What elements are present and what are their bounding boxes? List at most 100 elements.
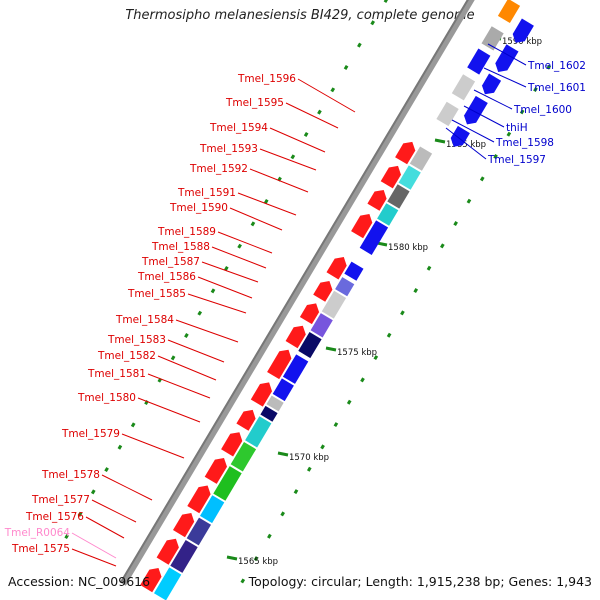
cog-gene-block	[230, 442, 257, 472]
gene-label: Tmel_1583	[107, 334, 166, 346]
gene-label: Tmel_1577	[31, 494, 90, 506]
forward-gene-layer	[140, 141, 416, 593]
cog-gene-block	[154, 567, 182, 600]
tick-mark	[466, 198, 472, 204]
label-leader-line	[259, 148, 317, 171]
reverse-gene-arrow	[512, 18, 534, 43]
cog-gene-block	[377, 203, 399, 226]
tick-mark	[267, 533, 272, 539]
cog-gene-block	[186, 517, 211, 546]
forward-gene-arrow	[326, 257, 347, 280]
label-leader-line	[167, 339, 225, 363]
reverse-gene-arrow	[450, 125, 470, 147]
accession-text: Accession: NC_009616	[8, 574, 151, 589]
tick-mark	[370, 20, 375, 26]
backbone-ring	[119, 0, 475, 586]
tick-mark	[290, 154, 296, 160]
forward-gene-arrow	[299, 303, 320, 325]
gene-label: Tmel_1590	[169, 202, 228, 214]
tick-mark	[280, 511, 285, 517]
reverse-gene-layer	[450, 18, 534, 147]
gene-label: Tmel_1596	[237, 73, 296, 85]
forward-gene-arrow	[267, 349, 292, 380]
gene-label: Tmel_1593	[199, 143, 258, 155]
tick-mark	[546, 64, 552, 70]
gene-label: Tmel_1578	[41, 469, 100, 481]
label-leader-line	[201, 261, 259, 283]
label-leader-line	[237, 192, 297, 216]
label-leader-line	[445, 127, 487, 160]
tick-mark	[479, 176, 485, 182]
label-leader-line	[463, 105, 505, 128]
tick-mark	[493, 154, 498, 160]
label-leader-line	[71, 532, 117, 559]
forward-gene-arrow	[204, 458, 227, 484]
tick-mark	[64, 534, 69, 540]
kbp-tick-label: 1585 kbp	[446, 140, 486, 150]
cog-gene-block	[272, 378, 294, 402]
tick-mark	[130, 422, 136, 428]
forward-gene-arrow	[173, 513, 195, 538]
gene-label: Tmel_1600	[513, 104, 572, 116]
cog-gene-block	[298, 332, 322, 359]
label-leader-line	[297, 78, 356, 113]
kbp-major-tick	[325, 346, 337, 352]
tick-mark	[197, 310, 203, 316]
label-leader-line	[101, 474, 153, 501]
label-leader-line	[197, 276, 253, 299]
forward-gene-arrow	[221, 432, 243, 457]
label-leader-line	[157, 355, 217, 381]
tick-mark	[317, 109, 322, 115]
tick-mark	[306, 466, 312, 472]
kbp-tick-layer: 1565 kbp 1570 kbp 1575 kbp 1580 kbp 1585 kbp…	[64, 0, 552, 584]
tick-mark	[440, 243, 445, 249]
tick-mark	[240, 578, 246, 584]
cog-gene-block	[321, 290, 347, 319]
gene-label: Tmel_R0064	[4, 527, 71, 539]
tick-mark	[253, 556, 259, 562]
label-leader-line	[249, 168, 309, 193]
tick-mark	[104, 467, 109, 473]
cog-gene-block	[170, 540, 198, 573]
reverse-gene-arrow	[482, 73, 502, 95]
kbp-tick-label: 1590 kbp	[502, 37, 542, 47]
forward-gene-arrow	[395, 141, 416, 165]
gene-label: Tmel_1597	[487, 154, 546, 166]
gene-label: Tmel_1582	[97, 350, 156, 362]
gene-label: Tmel_1591	[177, 187, 236, 199]
gene-label: Tmel_1598	[495, 137, 554, 149]
cog-gene-block	[310, 313, 333, 338]
cog-gene-block	[266, 395, 284, 412]
kbp-tick-label: 1580 kbp	[388, 243, 428, 253]
tick-mark	[383, 0, 389, 3]
gene-label: Tmel_1584	[115, 314, 174, 326]
tick-mark	[386, 332, 392, 338]
kbp-major-tick	[434, 138, 446, 144]
tick-mark	[263, 199, 269, 204]
label-leader-line	[487, 43, 527, 66]
tick-mark	[533, 87, 538, 92]
tick-mark	[413, 288, 419, 294]
cog-gene-block	[213, 466, 242, 501]
cog-gene-block	[467, 48, 491, 75]
label-leader-line	[473, 89, 513, 110]
tick-mark	[77, 511, 83, 517]
tick-mark	[330, 87, 336, 93]
kbp-tick-label: 1575 kbp	[337, 348, 377, 358]
cog-gene-layer	[154, 0, 521, 600]
forward-gene-arrow	[187, 485, 211, 514]
cog-gene-block	[344, 261, 364, 281]
forward-gene-arrow	[140, 568, 162, 593]
label-leader-line	[229, 207, 283, 231]
gene-label: Tmel_1581	[87, 368, 146, 380]
cog-gene-block	[387, 184, 410, 209]
forward-gene-arrow	[367, 190, 387, 211]
gene-label: Tmel_1588	[151, 241, 210, 253]
forward-gene-arrow	[380, 165, 401, 189]
tick-mark	[117, 444, 123, 450]
tick-mark	[250, 221, 256, 227]
backbone-ring-shadow	[119, 0, 469, 584]
tick-mark	[90, 489, 96, 495]
label-leader-line	[175, 319, 239, 343]
